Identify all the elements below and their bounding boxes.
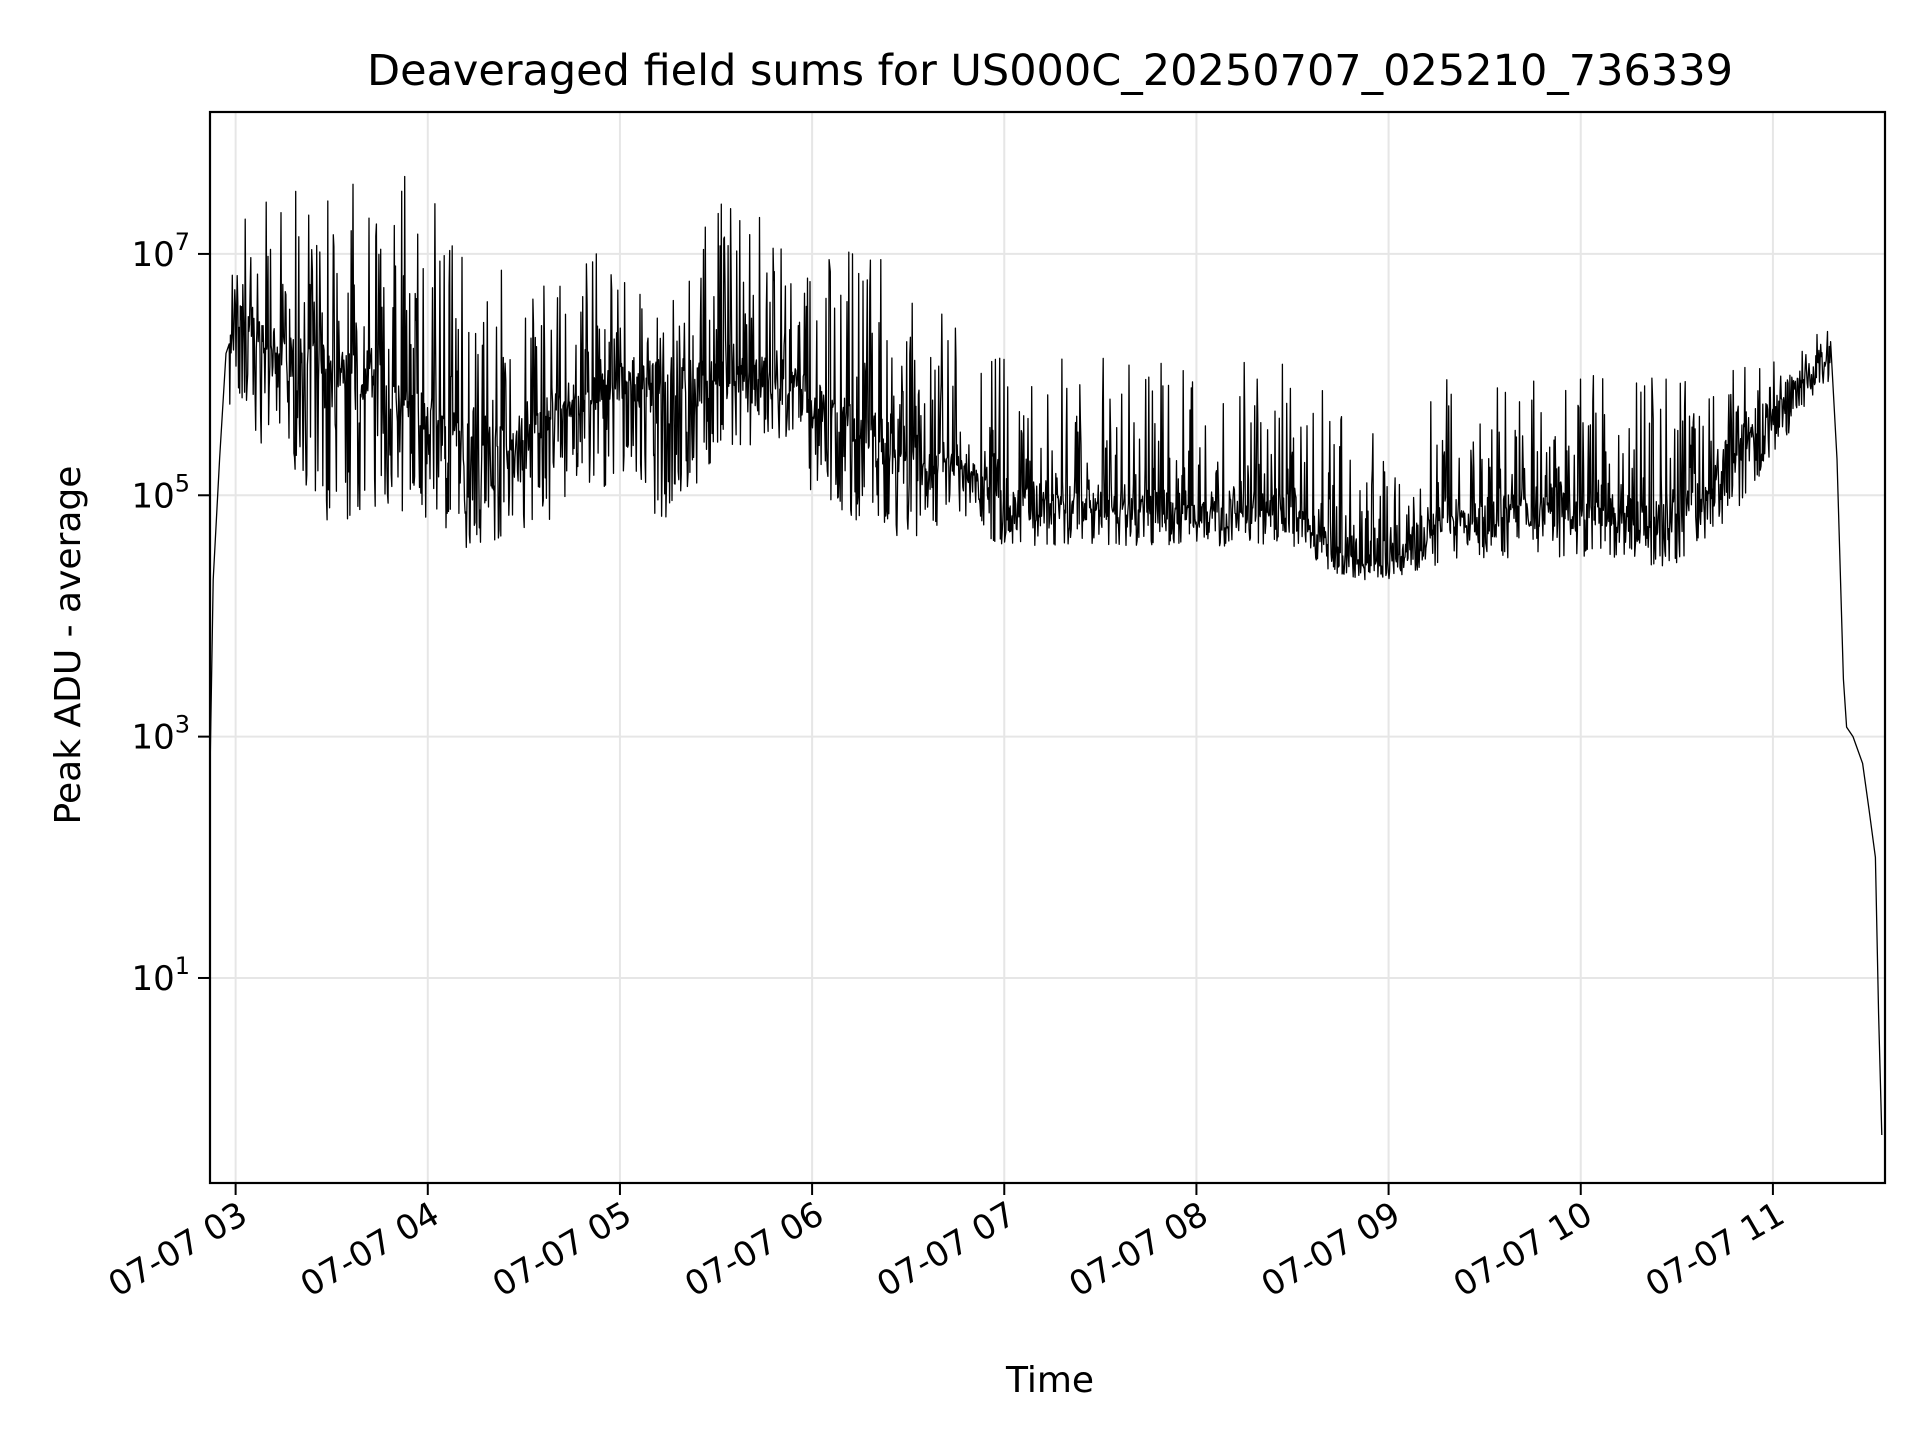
x-axis-label: Time [1005, 1360, 1094, 1401]
y-tick-label: 107 [131, 228, 190, 275]
y-tick-exponent: 1 [175, 952, 190, 980]
y-tick-exponent: 3 [175, 711, 190, 739]
y-tick-exponent: 5 [175, 469, 190, 497]
data-series-line [209, 175, 1883, 1136]
chart-title: Deaveraged field sums for US000C_2025070… [367, 46, 1733, 96]
y-tick-base: 10 [131, 235, 174, 275]
y-axis-label: Peak ADU - average [48, 466, 89, 825]
y-tick-exponent: 7 [175, 228, 190, 256]
y-tick-base: 10 [131, 959, 174, 999]
y-tick-base: 10 [131, 718, 174, 758]
plot-frame [208, 110, 1887, 1185]
y-tick-label: 105 [131, 469, 190, 516]
y-tick-label: 103 [131, 711, 190, 758]
y-tick-base: 10 [131, 476, 174, 516]
y-tick-label: 101 [131, 952, 190, 999]
